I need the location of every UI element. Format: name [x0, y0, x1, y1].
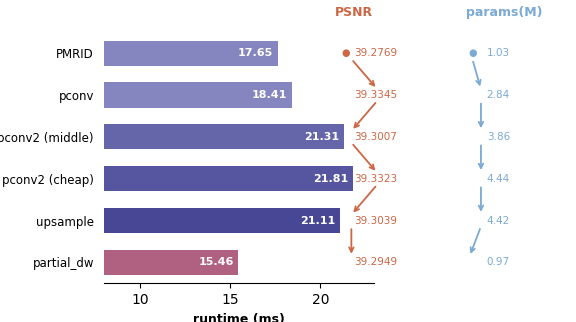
- Text: 4.44: 4.44: [487, 174, 510, 184]
- X-axis label: runtime (ms): runtime (ms): [193, 313, 285, 322]
- Text: 39.3039: 39.3039: [354, 215, 397, 226]
- Bar: [0, 124, 344, 149]
- Text: 0.97: 0.97: [487, 257, 510, 268]
- Text: 21.11: 21.11: [301, 215, 336, 226]
- Bar: [0, 41, 278, 66]
- Text: ●: ●: [342, 48, 350, 58]
- Text: 39.2949: 39.2949: [354, 257, 397, 268]
- Text: 17.65: 17.65: [238, 48, 274, 58]
- Text: 15.46: 15.46: [198, 257, 234, 268]
- Text: 1.03: 1.03: [487, 48, 510, 58]
- Bar: [0, 166, 353, 191]
- Text: 18.41: 18.41: [252, 90, 287, 100]
- Bar: [0, 250, 238, 275]
- Text: params(M): params(M): [466, 6, 542, 19]
- Bar: [0, 82, 291, 108]
- Text: 3.86: 3.86: [487, 132, 510, 142]
- Text: 39.2769: 39.2769: [354, 48, 397, 58]
- Text: ●: ●: [468, 48, 476, 58]
- Text: 39.3007: 39.3007: [354, 132, 397, 142]
- Text: 4.42: 4.42: [487, 215, 510, 226]
- Bar: [0, 208, 340, 233]
- Text: 21.31: 21.31: [304, 132, 339, 142]
- Text: PSNR: PSNR: [335, 6, 373, 19]
- Text: 39.3345: 39.3345: [354, 90, 397, 100]
- Text: 39.3323: 39.3323: [354, 174, 397, 184]
- Text: 2.84: 2.84: [487, 90, 510, 100]
- Text: 21.81: 21.81: [313, 174, 348, 184]
